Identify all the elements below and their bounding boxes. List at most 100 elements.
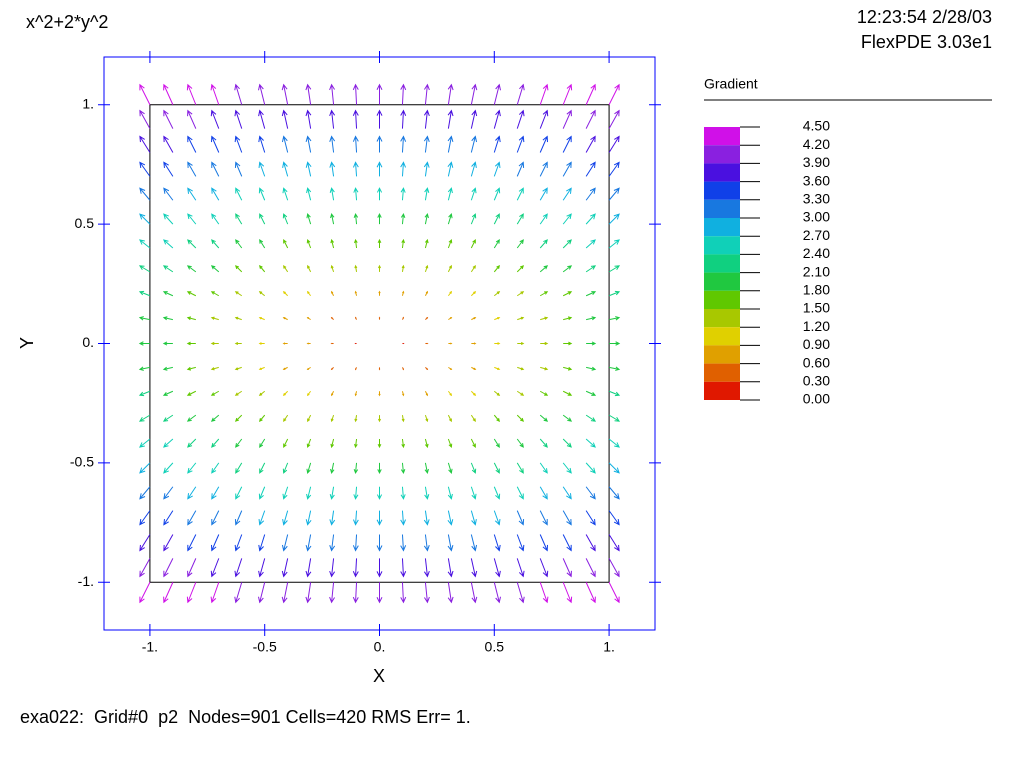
vector-arrow [400,534,407,552]
vector-arrow [586,316,597,321]
vector-arrow [186,83,197,105]
vector-arrow [562,582,573,604]
vector-arrow [424,264,429,273]
vector-arrow [139,558,151,578]
vector-arrow [608,558,620,578]
vector-arrow [540,366,549,371]
vector-arrow [355,316,357,320]
vector-arrow [354,391,358,397]
vector-arrow [608,109,620,129]
vector-arrow [258,291,266,297]
vector-arrow [400,187,406,201]
vector-arrow [235,438,243,448]
vector-arrow [258,109,266,129]
plot-title: x^2+2*y^2 [26,12,108,32]
vector-arrow [354,290,358,296]
vector-arrow [470,290,477,297]
vector-arrow [562,534,572,552]
vector-arrow [493,83,501,105]
vector-arrow [585,265,597,273]
vector-arrow [138,366,151,371]
vector-arrow [377,238,382,248]
vector-arrow [187,462,197,474]
vector-arrow [234,558,243,578]
legend-swatch [704,327,740,346]
vector-arrow [258,135,266,153]
vector-arrow [139,83,151,105]
footer: exa022: Grid#0 p2 Nodes=901 Cells=420 RM… [20,707,471,727]
vector-arrow [516,187,524,201]
vector-arrow [138,390,151,397]
vector-arrow [401,415,405,423]
vector-arrow [234,534,243,552]
vector-arrow [447,187,453,201]
vector-arrow [139,161,151,177]
vector-arrow [424,391,428,397]
vector-arrow [210,265,220,273]
legend-label: 1.50 [803,300,830,316]
vector-arrow [187,161,197,177]
vector-arrow [423,135,430,153]
vector-arrow [493,486,501,500]
vector-arrow [378,290,381,296]
vector-arrow [329,83,335,105]
legend-title: Gradient [704,76,758,92]
vector-arrow [376,558,383,578]
vector-arrow [352,109,359,129]
y-tick-label: 0. [82,334,94,350]
vector-arrow [539,239,548,249]
vector-arrow [400,462,406,474]
vector-arrow [163,438,174,448]
vector-arrow [330,367,334,371]
vector-arrow [562,109,572,129]
vector-arrow [493,161,501,177]
legend-label: 0.90 [803,336,830,352]
vector-arrow [447,438,453,449]
vector-arrow [470,462,477,474]
vector-arrow [330,438,335,449]
vector-arrow [539,582,549,604]
vector-arrow [563,316,573,321]
legend-label: 0.30 [803,373,830,389]
vector-arrow [163,486,174,500]
vector-arrow [376,486,383,500]
vector-arrow [186,582,197,604]
vector-arrow [608,366,621,371]
vector-arrow [187,534,197,552]
vector-arrow [234,390,243,396]
vector-arrow [186,366,196,371]
vector-arrow [376,109,383,129]
vector-arrow [562,213,572,225]
vector-arrow [425,367,429,371]
vector-arrow [585,462,596,474]
x-tick-label: -0.5 [253,639,277,655]
legend-swatch [704,345,740,364]
legend-label: 4.20 [803,136,830,152]
vector-arrow [516,414,525,422]
vector-arrow [234,291,243,297]
vector-arrow [608,438,620,448]
vector-arrow [400,558,407,578]
vector-arrow [186,390,197,396]
x-tick-label: -1. [142,639,158,655]
vector-arrow [470,510,477,526]
vector-arrow [163,558,174,578]
vector-arrow [517,342,525,345]
vector-arrow [447,462,453,474]
vector-arrow [329,187,335,201]
y-tick-label: 1. [82,95,94,111]
vector-arrow [562,83,573,105]
vector-arrow [163,109,174,129]
vector-arrow [562,414,573,422]
vector-arrow [470,534,478,552]
vector-arrow [281,534,289,552]
vector-arrow [608,462,620,474]
vector-arrow [210,390,220,396]
vector-arrow [211,486,220,500]
vector-arrow [234,83,243,105]
vector-arrow [517,316,525,321]
vector-arrow [470,486,477,500]
vector-arrow [352,510,359,526]
vector-arrow [470,239,476,249]
